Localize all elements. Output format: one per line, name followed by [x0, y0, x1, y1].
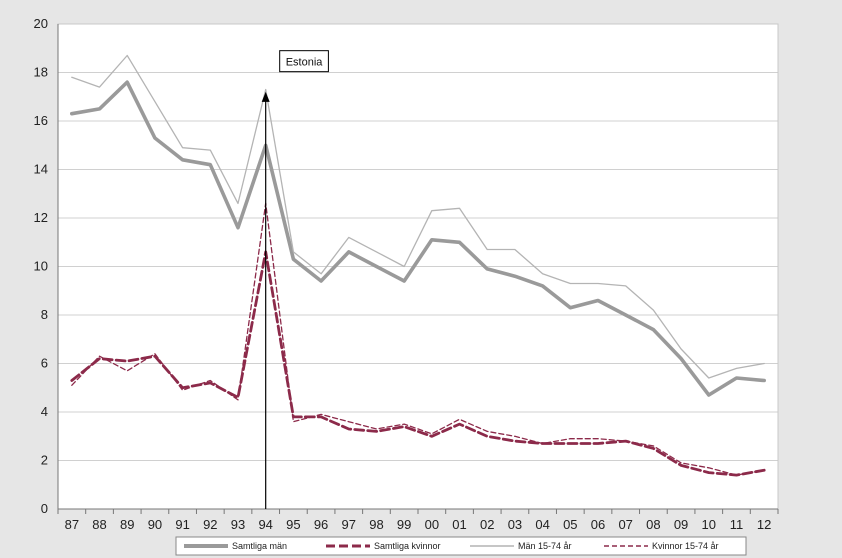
x-tick-label: 88: [92, 517, 106, 532]
series-line-2: [70, 250, 766, 477]
legend-item-kvinnor-15-74: Kvinnor 15-74 år: [604, 541, 719, 551]
x-tick-label: 04: [535, 517, 549, 532]
x-tick-label: 91: [175, 517, 189, 532]
y-tick-label: 20: [34, 16, 48, 31]
legend-label: Män 15-74 år: [518, 541, 572, 551]
x-tick-label: 89: [120, 517, 134, 532]
x-tick-label: 95: [286, 517, 300, 532]
series-line-1: [70, 80, 767, 397]
legend-box: [175, 536, 747, 556]
x-tick-label: 00: [425, 517, 439, 532]
x-tick-label: 05: [563, 517, 577, 532]
x-tick-label: 06: [591, 517, 605, 532]
y-tick-label: 2: [41, 453, 48, 468]
x-tick-label: 93: [231, 517, 245, 532]
x-tick-label: 99: [397, 517, 411, 532]
legend-label: Kvinnor 15-74 år: [652, 541, 719, 551]
x-tick-label: 94: [258, 517, 272, 532]
legend-item-man-15-74: Män 15-74 år: [470, 541, 572, 551]
x-tick-label: 98: [369, 517, 383, 532]
y-tick-label: 16: [34, 113, 48, 128]
x-tick-label: 90: [148, 517, 162, 532]
annotation-label: Estonia: [286, 57, 324, 69]
y-tick-label: 12: [34, 210, 48, 225]
y-tick-label: 8: [41, 307, 48, 322]
annotation-estonia: Estonia: [261, 50, 329, 509]
x-tick-label: 10: [702, 517, 716, 532]
y-tick-label: 0: [41, 501, 48, 516]
annotation-arrowhead: [261, 91, 270, 102]
x-tick-label: 87: [65, 517, 79, 532]
x-tick-label: 02: [480, 517, 494, 532]
series-lines: [70, 54, 767, 477]
legend: Samtliga män Samtliga kvinnor Män 15-74 …: [175, 536, 747, 556]
series-line-4: [71, 202, 765, 476]
x-tick-label: 01: [452, 517, 466, 532]
y-tick-label: 10: [34, 259, 48, 274]
x-tick-label: 08: [646, 517, 660, 532]
legend-label: Samtliga män: [232, 541, 287, 551]
x-tick-label: 92: [203, 517, 217, 532]
x-tick-label: 11: [730, 517, 744, 532]
y-tick-label: 14: [34, 162, 48, 177]
x-tick-label: 07: [618, 517, 632, 532]
x-tick-label: 09: [674, 517, 688, 532]
y-tick-label: 18: [34, 65, 48, 80]
y-tick-label: 6: [41, 356, 48, 371]
x-tick-label: 12: [757, 517, 771, 532]
x-tick-label: 97: [342, 517, 356, 532]
series-line-3: [71, 54, 765, 379]
legend-item-samtliga-man: Samtliga män: [184, 541, 287, 551]
x-tick-label: 96: [314, 517, 328, 532]
y-tick-label: 4: [41, 404, 48, 419]
annotation-box: [279, 50, 329, 73]
legend-label: Samtliga kvinnor: [374, 541, 441, 551]
x-tick-label: 03: [508, 517, 522, 532]
legend-item-samtliga-kvinnor: Samtliga kvinnor: [326, 541, 441, 551]
